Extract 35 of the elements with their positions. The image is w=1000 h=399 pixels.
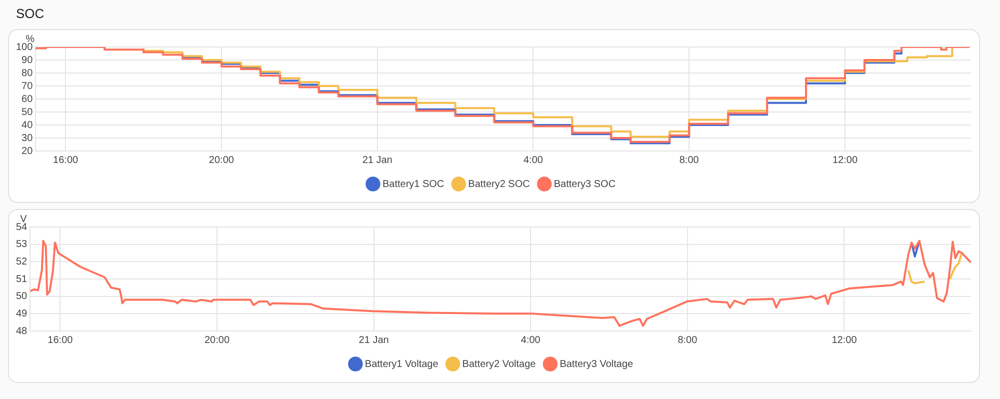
y-tick-label: 53 [16,239,28,250]
x-tick-label: 21 Jan [358,334,389,346]
chart-title: SOC [16,6,46,21]
x-tick-label: 12:00 [832,154,858,166]
y-tick-label: 50 [22,106,34,118]
legend-label: Battery3 SOC [554,178,616,190]
x-tick-label: 4:00 [523,154,544,166]
x-tick-label: 8:00 [678,334,698,346]
y-tick-label: 20 [22,146,34,157]
x-tick-label: 16:00 [48,334,74,346]
legend-label: Battery2 SOC [468,178,530,190]
y-tick-label: 54 [16,222,28,233]
legend-label: Battery2 Voltage [462,358,536,370]
y-tick-label: 49 [16,308,28,320]
legend-label: Battery1 Voltage [364,358,439,370]
y-tick-label: 50 [16,291,28,302]
y-tick-label: 60 [22,94,34,105]
y-tick-label: 100 [16,42,34,53]
y-tick-label: 30 [22,132,34,144]
x-tick-label: 4:00 [520,334,541,346]
x-tick-label: 20:00 [208,154,234,166]
y-tick-label: 48 [16,326,28,337]
legend-label: Battery1 SOC [382,178,444,190]
y-tick-label: 90 [22,54,34,66]
legend-label: Battery3 Voltage [560,358,634,370]
x-tick-label: 12:00 [832,334,858,346]
y-tick-label: 80 [22,68,34,79]
x-tick-label: 16:00 [53,154,79,166]
y-tick-label: 52 [16,256,28,268]
x-tick-label: 8:00 [679,154,700,166]
y-tick-label: 51 [16,274,28,285]
y-tick-label: 70 [22,80,34,92]
y-tick-label: 40 [22,120,34,131]
x-tick-label: 21 Jan [362,154,392,166]
x-tick-label: 20:00 [204,334,230,346]
